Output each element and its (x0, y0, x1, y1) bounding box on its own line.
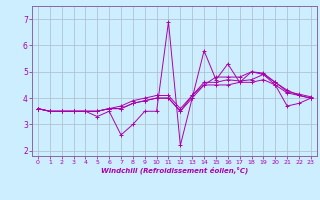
X-axis label: Windchill (Refroidissement éolien,°C): Windchill (Refroidissement éolien,°C) (101, 167, 248, 174)
